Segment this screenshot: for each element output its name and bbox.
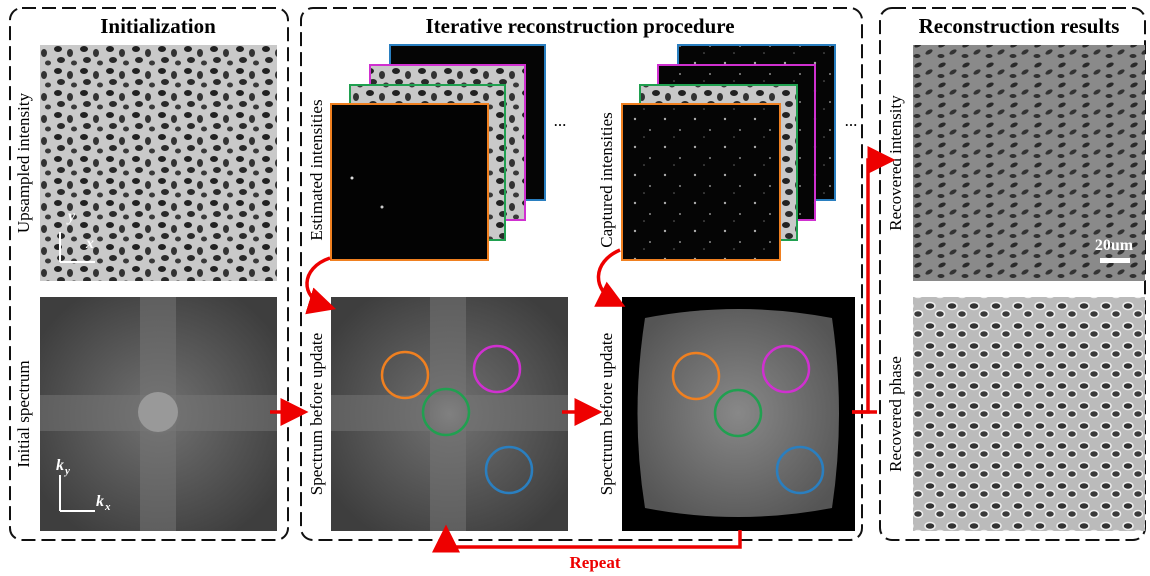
- figure: Initialization Iterative reconstruction …: [0, 0, 1150, 576]
- axis-label: y: [63, 465, 70, 477]
- scale-label: 20um: [1095, 237, 1134, 254]
- image: [138, 392, 178, 432]
- arrow: [446, 530, 740, 547]
- repeat-label: Repeat: [570, 553, 621, 572]
- axis-label: k: [56, 457, 64, 474]
- label: Recovered intensity: [886, 95, 905, 231]
- label: Spectrum before update: [307, 333, 326, 495]
- panel-title: Initialization: [100, 14, 216, 38]
- image: [351, 177, 354, 180]
- label: Initial spectrum: [14, 360, 33, 467]
- image: [40, 45, 277, 281]
- image: [638, 309, 840, 517]
- label: Estimated intensities: [307, 99, 326, 240]
- image: [622, 104, 780, 260]
- axis-label: x: [104, 501, 111, 513]
- arrow: [307, 258, 330, 306]
- scale-bar: [1100, 258, 1130, 263]
- axis-label: y: [66, 208, 76, 225]
- panel-title: Iterative reconstruction procedure: [425, 14, 734, 38]
- ellipsis: ...: [554, 111, 567, 130]
- label: Upsampled intensity: [14, 92, 33, 233]
- label: Captured intensities: [597, 112, 616, 248]
- panel-title: Reconstruction results: [919, 14, 1120, 38]
- ellipsis: ...: [845, 111, 858, 130]
- axis-label: k: [96, 493, 104, 510]
- arrow: [598, 250, 620, 302]
- image: [331, 395, 568, 431]
- label: Spectrum before update: [597, 333, 616, 495]
- axis-label: x: [85, 235, 94, 252]
- image: [913, 297, 1145, 531]
- label: Recovered phase: [886, 356, 905, 472]
- image: [381, 206, 384, 209]
- image: [331, 104, 488, 260]
